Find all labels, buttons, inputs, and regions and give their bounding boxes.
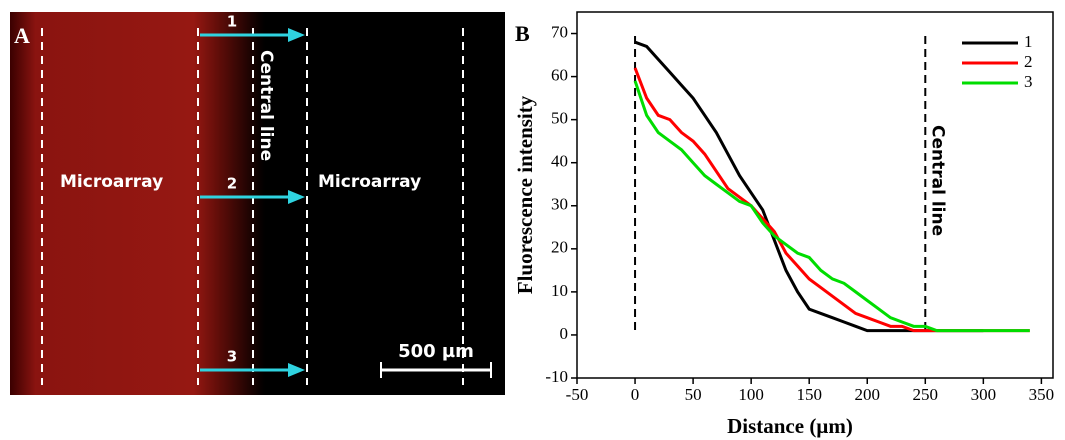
scale-bar-label: 500 µm — [398, 341, 474, 362]
x-tick-label: 200 — [854, 385, 880, 404]
plot-frame — [576, 11, 1054, 379]
y-tick-label: 50 — [551, 109, 568, 128]
panel-label: B — [515, 21, 530, 46]
y-tick-label: 70 — [551, 22, 568, 41]
region-label: Microarray — [60, 172, 163, 192]
x-tick-label: 250 — [913, 385, 939, 404]
legend-label: 3 — [1024, 72, 1033, 91]
x-tick-label: 150 — [796, 385, 822, 404]
y-tick-label: 40 — [551, 152, 568, 171]
x-tick-label: 100 — [738, 385, 764, 404]
red-region — [10, 12, 265, 395]
arrow-label: 1 — [227, 13, 237, 31]
x-tick-label: 50 — [685, 385, 702, 404]
y-tick-label: 20 — [551, 238, 568, 257]
y-tick-label: 30 — [551, 195, 568, 214]
dashed-lines — [41, 28, 464, 385]
legend-label: 2 — [1024, 52, 1033, 71]
data-line — [633, 80, 1030, 333]
region-label: Microarray — [318, 172, 421, 192]
arrow-label: 3 — [227, 348, 237, 366]
x-tick-label: 350 — [1029, 385, 1055, 404]
x-tick-label: -50 — [566, 385, 589, 404]
y-tick-label: 0 — [560, 324, 569, 343]
annotation: Central line — [927, 125, 947, 236]
x-axis-label: Distance (µm) — [727, 414, 853, 438]
data-line — [633, 67, 1030, 333]
panel-label: A — [14, 23, 30, 48]
y-tick-label: 60 — [551, 65, 568, 84]
y-tick-label: 10 — [551, 281, 568, 300]
y-tick-label: -10 — [545, 367, 568, 386]
panel-a: 1 2 3 A Microarray Microarray Central li… — [10, 12, 505, 395]
arrow-label: 2 — [227, 175, 237, 193]
y-axis-label: Fluorescence intensity — [513, 95, 537, 294]
x-tick-label: 300 — [971, 385, 997, 404]
arrows — [200, 28, 305, 377]
legend-label: 1 — [1024, 32, 1033, 51]
central-line-label: Central line — [256, 50, 276, 161]
x-tick-label: 0 — [631, 385, 640, 404]
panel-b: B Distance (µm) Fluorescence intensity -… — [513, 11, 1055, 438]
